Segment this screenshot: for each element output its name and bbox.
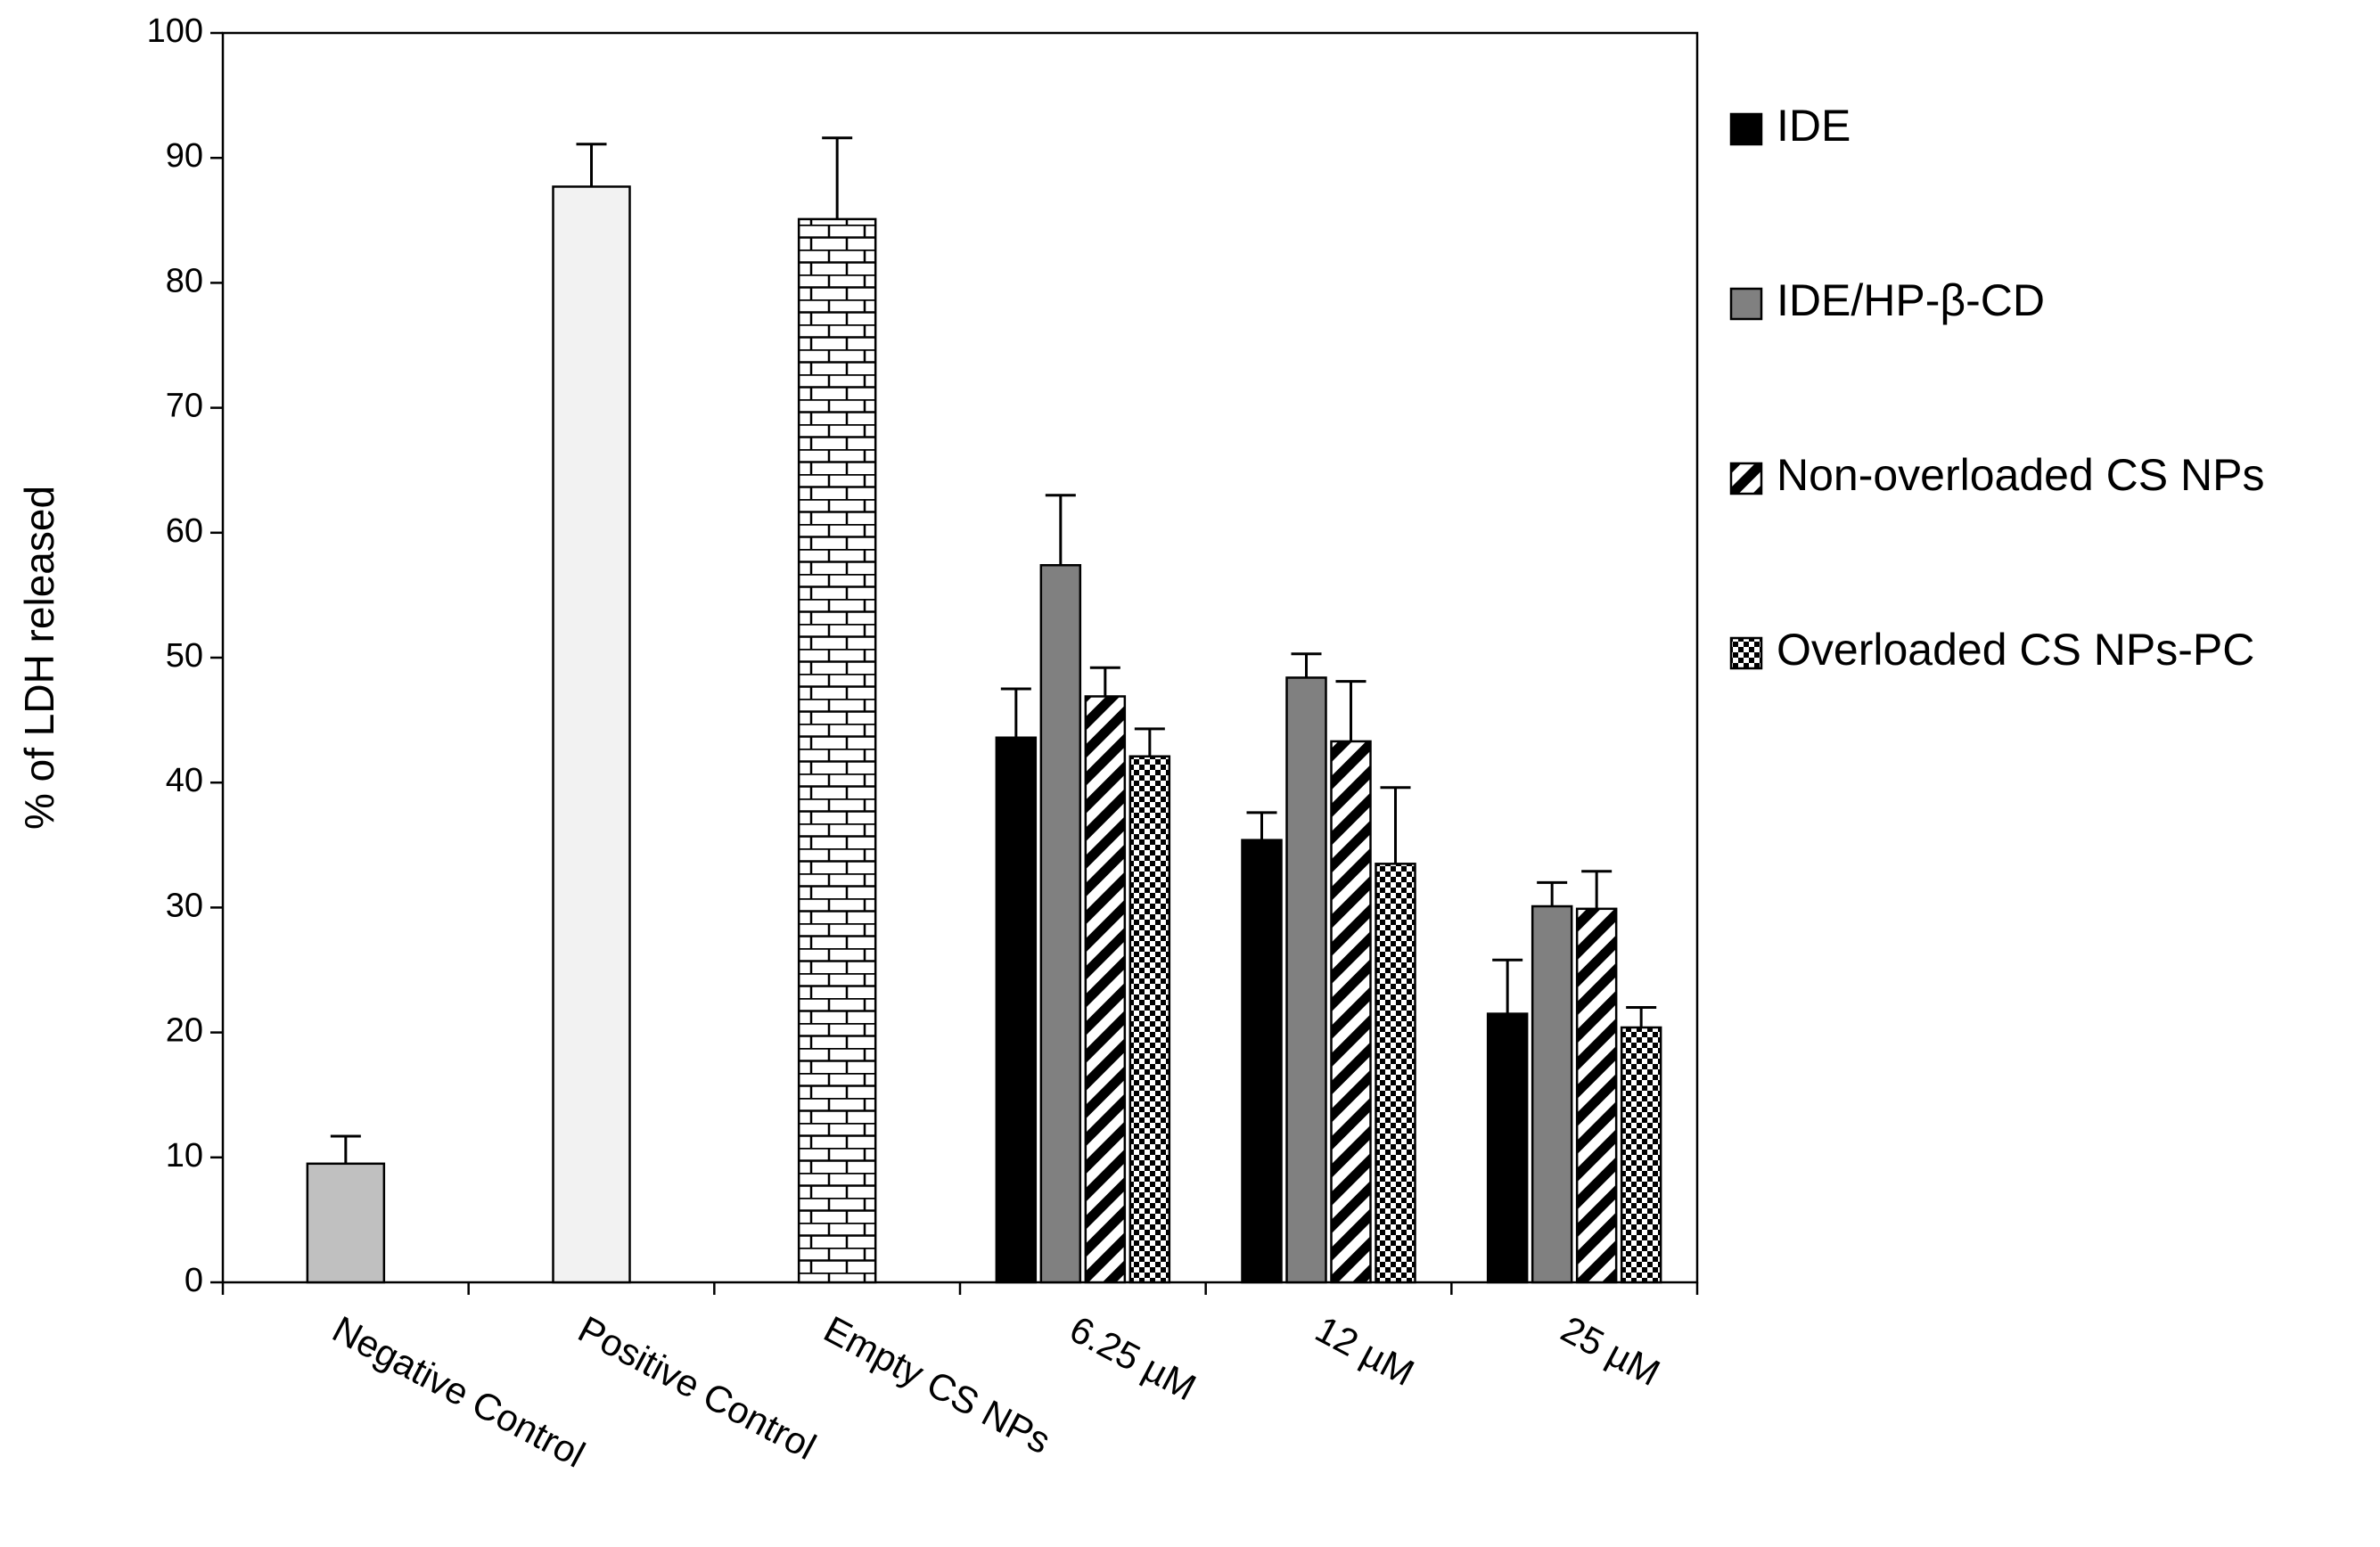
legend-swatch <box>1729 462 1763 495</box>
error-bar <box>1000 687 1031 738</box>
error-bar <box>1581 870 1613 909</box>
error-bar <box>1537 880 1568 906</box>
legend-label: IDE <box>1777 101 1851 151</box>
bar <box>1531 904 1573 1284</box>
x-tick-label: Empty CS NPs <box>817 1307 1057 1461</box>
legend-label: Overloaded CS NPs-PC <box>1777 625 2254 675</box>
error-bar <box>1335 680 1366 741</box>
bar <box>1285 676 1327 1284</box>
y-tick-label: 70 <box>166 388 203 425</box>
bar <box>1241 839 1283 1284</box>
bar <box>1039 564 1082 1284</box>
y-tick-label: 50 <box>166 637 203 675</box>
y-axis-label: % of LDH released <box>16 486 62 830</box>
bar <box>1330 740 1372 1284</box>
bar <box>1486 1012 1529 1284</box>
bar <box>1084 695 1127 1284</box>
bar <box>1620 1026 1662 1284</box>
legend-swatch <box>1729 636 1763 670</box>
x-tick-label: Negative Control <box>326 1307 592 1475</box>
error-bar <box>1492 958 1523 1014</box>
error-bar <box>1134 727 1165 757</box>
legend-swatch <box>1729 112 1763 146</box>
error-bar <box>1089 666 1120 697</box>
bar <box>1375 863 1416 1284</box>
bar <box>552 185 631 1284</box>
y-tick-label: 80 <box>166 262 203 299</box>
error-bar <box>1626 1006 1657 1027</box>
bar <box>1575 907 1618 1284</box>
x-tick-label: 12 µM <box>1309 1307 1421 1394</box>
error-bar <box>822 136 853 219</box>
plot-frame <box>221 31 1699 1284</box>
bar <box>995 736 1038 1284</box>
y-tick-label: 40 <box>166 762 203 799</box>
bar <box>1128 755 1171 1284</box>
y-tick-label: 0 <box>185 1262 203 1299</box>
error-bar <box>1380 786 1411 864</box>
error-bar <box>1246 811 1277 840</box>
y-tick-label: 20 <box>166 1012 203 1050</box>
bar <box>797 217 877 1284</box>
legend-label: Non-overloaded CS NPs <box>1777 450 2265 500</box>
y-tick-label: 30 <box>166 887 203 924</box>
error-bar <box>1291 652 1322 678</box>
y-tick-label: 60 <box>166 512 203 550</box>
y-tick-label: 100 <box>147 12 203 50</box>
x-tick-label: 6.25 µM <box>1063 1307 1203 1408</box>
legend-swatch <box>1729 287 1763 321</box>
x-tick-label: 25 µM <box>1555 1307 1667 1394</box>
legend-label: IDE/HP-β-CD <box>1777 275 2045 325</box>
x-tick-label: Positive Control <box>571 1307 823 1468</box>
error-bar <box>576 143 607 187</box>
y-tick-label: 10 <box>166 1137 203 1175</box>
error-bar <box>330 1134 361 1164</box>
y-tick-label: 90 <box>166 137 203 175</box>
error-bar <box>1045 494 1076 566</box>
bar <box>306 1162 386 1284</box>
